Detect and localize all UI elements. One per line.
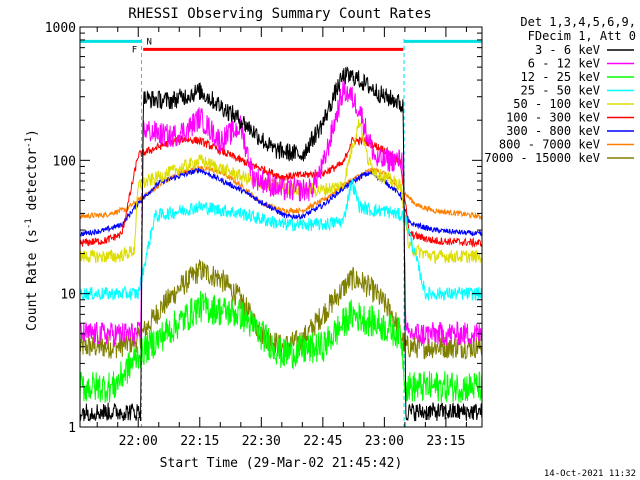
legend-label: 12 - 25 keV xyxy=(521,70,600,84)
series-line xyxy=(80,178,482,302)
legend-label: 800 - 7000 keV xyxy=(499,138,600,152)
y-tick-label: 1000 xyxy=(45,21,76,36)
svg-text:Count Rate (s-1 detector-1): Count Rate (s-1 detector-1) xyxy=(24,129,40,331)
plot-area: FN xyxy=(80,37,482,427)
legend-label: 25 - 50 keV xyxy=(521,84,600,98)
plot-frame xyxy=(79,26,483,428)
flag-label: N xyxy=(147,37,152,47)
legend-label: 100 - 300 keV xyxy=(506,111,600,125)
y-tick-label: 100 xyxy=(53,154,76,169)
legend-label: 50 - 100 keV xyxy=(513,97,600,111)
series-line xyxy=(80,134,482,248)
x-axis-label: Start Time (29-Mar-02 21:45:42) xyxy=(160,456,403,471)
legend-label: 7000 - 15000 keV xyxy=(484,151,600,165)
x-tick-label: 22:30 xyxy=(242,434,281,449)
date-stamp: 14-Oct-2021 11:32 xyxy=(544,469,636,479)
series-line xyxy=(80,167,482,237)
x-tick-label: 22:15 xyxy=(180,434,219,449)
chart-title: RHESSI Observing Summary Count Rates xyxy=(128,6,431,22)
y-axis-label-exponent: -1 xyxy=(24,137,34,148)
y-axis-label-part: ) xyxy=(25,129,40,137)
legend: Det 1,3,4,5,6,9, FDecim 1, Att 0 3 - 6 k… xyxy=(484,15,636,165)
y-tick-label: 10 xyxy=(60,288,76,303)
x-tick-label: 23:00 xyxy=(365,434,404,449)
y-axis-label-part: detector xyxy=(25,148,40,219)
series-line xyxy=(80,66,482,423)
axes: 22:00 22:15 22:30 22:45 23:00 23:15 1 10 100 1000 xyxy=(45,21,482,449)
y-axis-label-exponent: -1 xyxy=(24,218,34,229)
series-line xyxy=(80,79,482,346)
legend-label: 6 - 12 keV xyxy=(528,57,600,71)
series-line xyxy=(80,290,482,403)
x-tick-label: 23:15 xyxy=(426,434,465,449)
legend-label: 3 - 6 keV xyxy=(535,43,600,57)
x-tick-label: 22:00 xyxy=(119,434,158,449)
legend-header-line: Det 1,3,4,5,6,9, xyxy=(520,15,636,29)
y-tick-label: 1 xyxy=(68,421,76,436)
legend-label: 300 - 800 keV xyxy=(506,124,600,138)
x-tick-label: 22:45 xyxy=(303,434,342,449)
legend-header-line: FDecim 1, Att 0 xyxy=(528,29,636,43)
flag-label: F xyxy=(132,45,137,55)
y-axis-label: Count Rate (s-1 detector-1) xyxy=(24,129,40,331)
y-axis-label-part: Count Rate (s xyxy=(25,229,40,331)
